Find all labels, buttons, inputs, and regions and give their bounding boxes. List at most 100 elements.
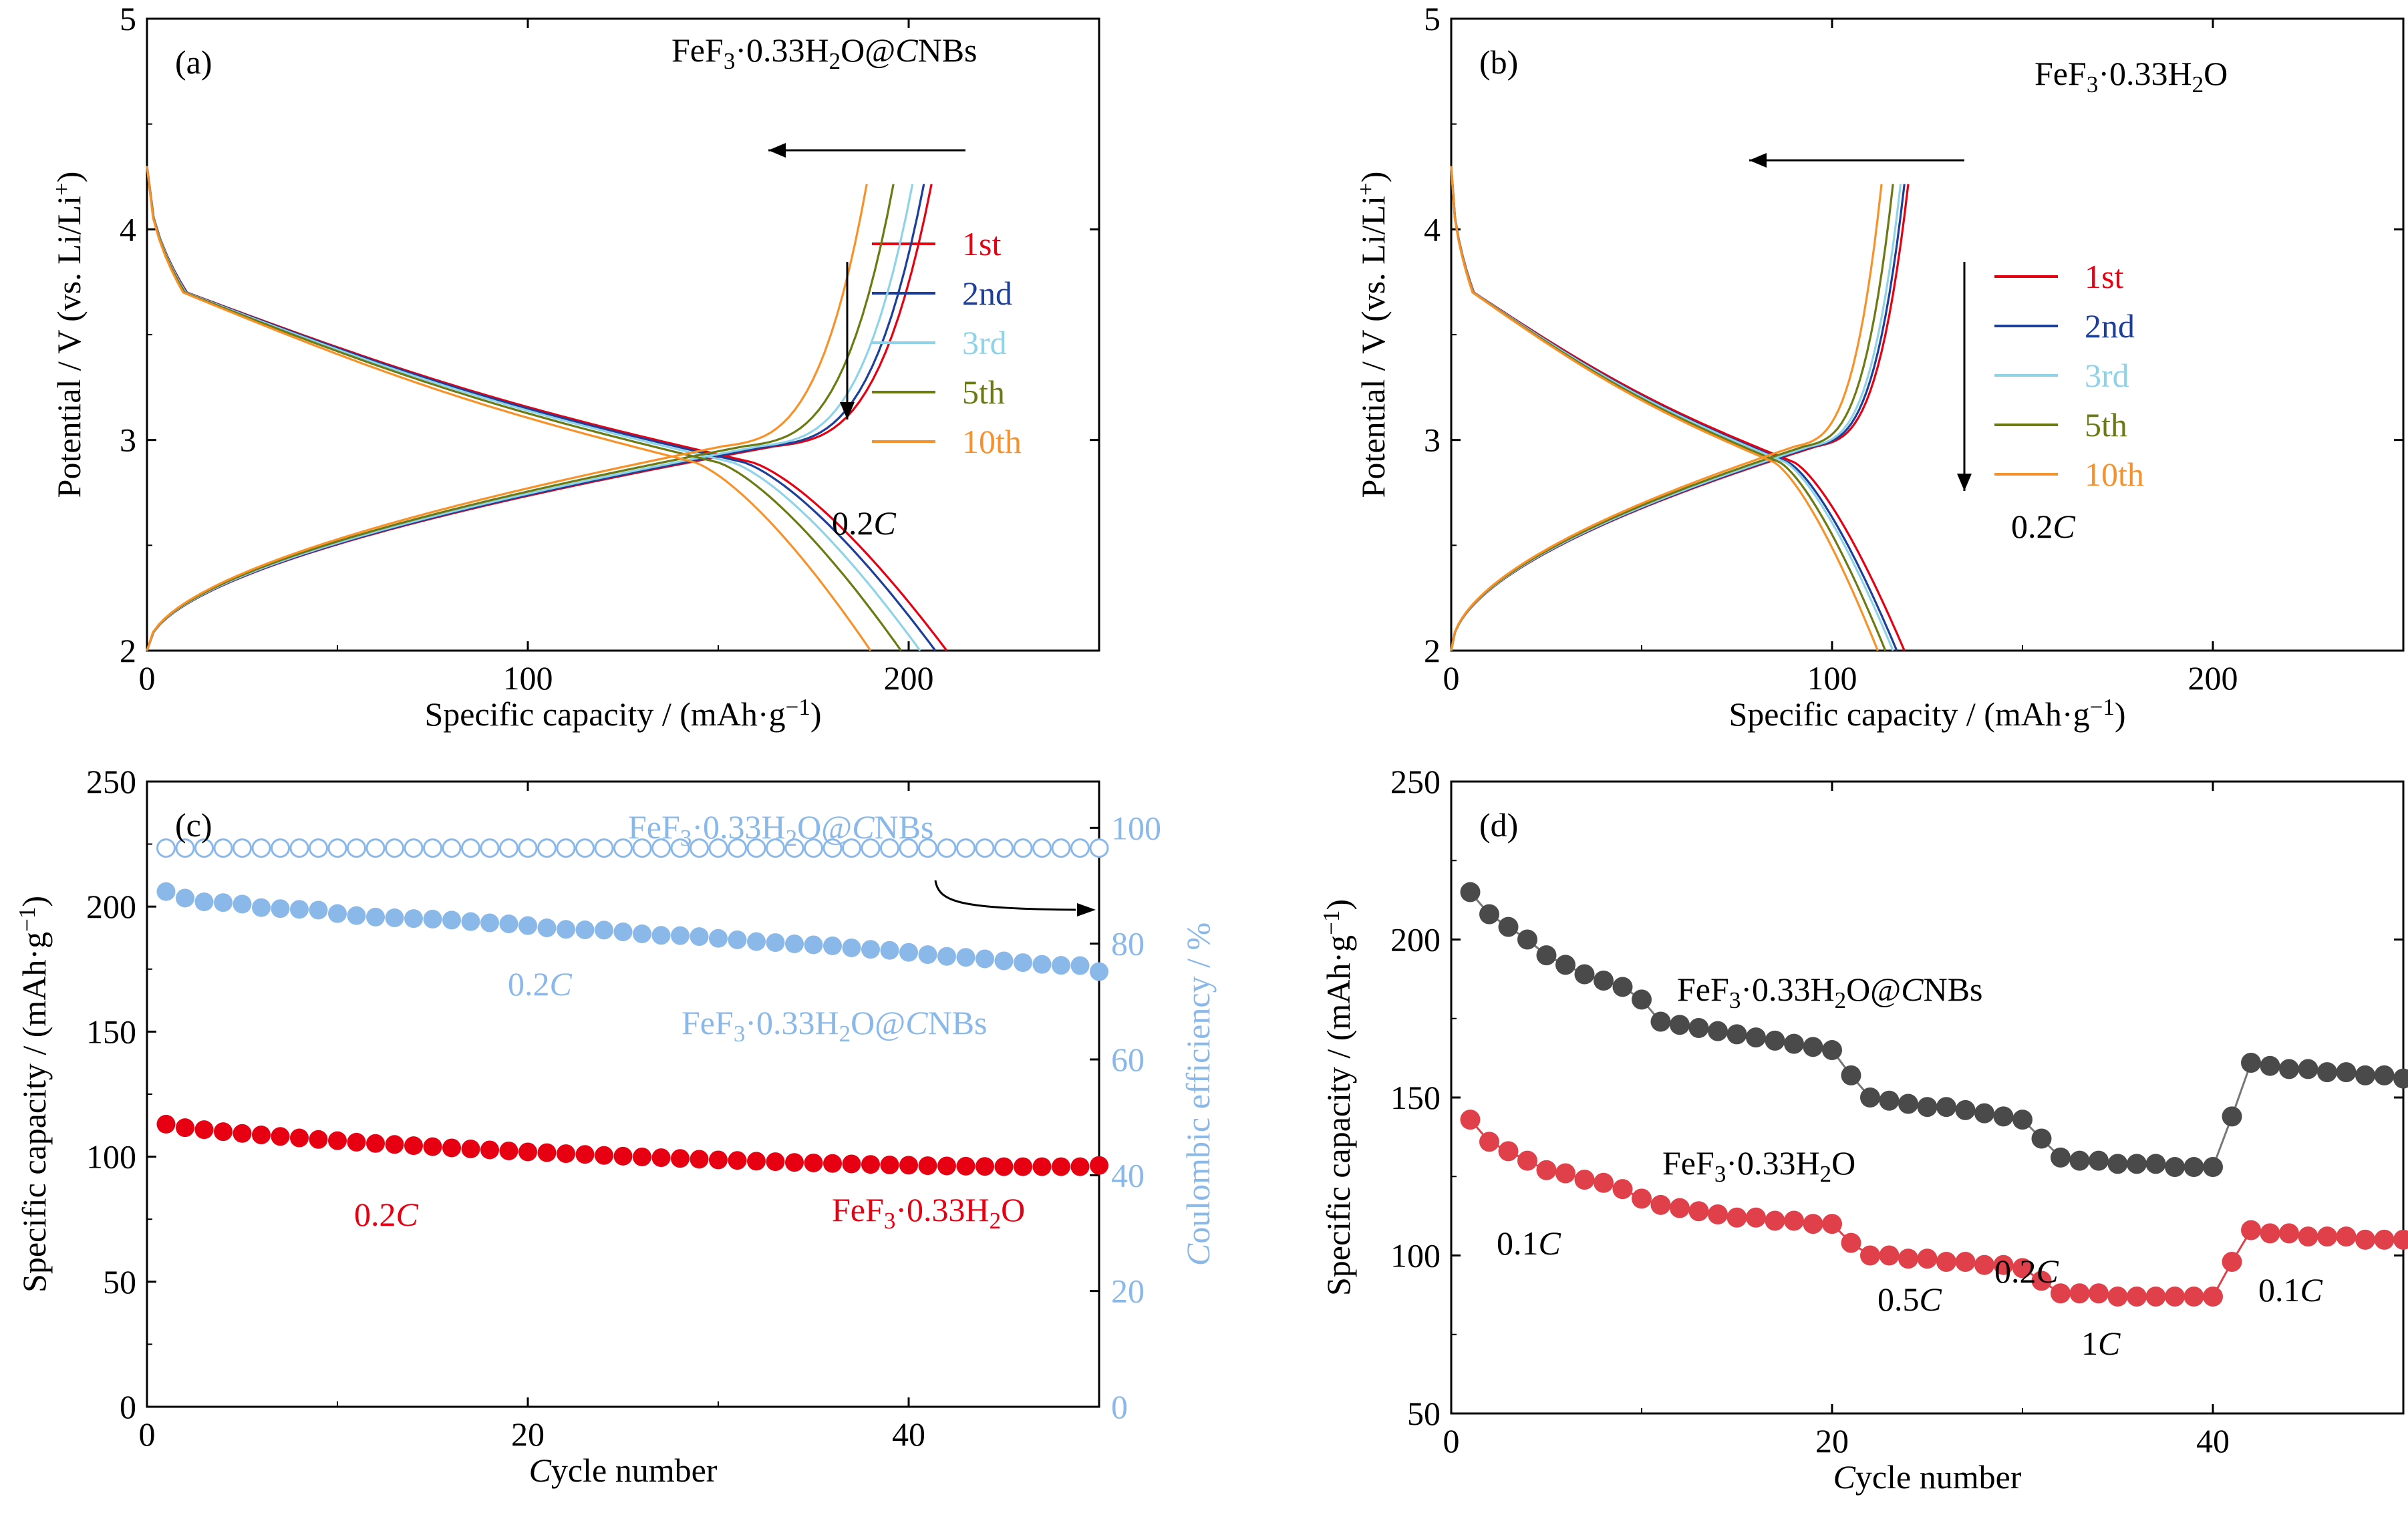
cnb-capacity-point [1860,1087,1880,1108]
ce-point [594,838,614,858]
pristine-capacity-point [575,1145,595,1164]
y-axis-label: Specific capacity / (mAh·g−1) [1318,899,1357,1296]
y2-tick-label: 0 [1111,1388,1128,1425]
pristine-capacity-point [1555,1163,1575,1184]
pristine-capacity-point [252,1126,271,1145]
cnb-capacity-point [1993,1106,2014,1127]
cnb-capacity-point [214,893,233,912]
pristine-capacity-point [1822,1214,1842,1234]
pristine-capacity-point [1955,1251,1976,1272]
ce-point [233,838,252,858]
pristine-capacity-point [2298,1226,2318,1247]
pristine-capacity-point [2089,1283,2109,1304]
pristine-capacity-point [1460,1110,1481,1130]
rate-label-1: 0.2C [1994,1252,2059,1290]
ce-point [822,838,843,858]
pristine-capacity-point [1517,1150,1537,1171]
cnb-capacity-point [1803,1037,1823,1057]
pristine-capacity-point [956,1156,975,1176]
pristine-capacity-point [2031,1271,2052,1291]
ce-point [956,838,975,858]
cnb-capacity-point [1612,977,1633,997]
y-tick-label: 2 [1424,632,1441,669]
y-tick-label: 3 [1424,421,1441,459]
ce-point [175,838,195,858]
x-axis-label: Cycle number [529,1452,718,1489]
x-axis-label: Cycle number [1833,1458,2022,1496]
cnb-capacity-point [366,907,385,926]
y2-tick-label: 20 [1111,1273,1145,1310]
panel-letter: (a) [175,43,212,81]
cnb-capacity-point [2012,1110,2033,1130]
ce-point [480,838,500,858]
annotation-cnb-label: FeF3·0.33H2O@CNBs [682,1004,988,1047]
y-tick-label: 5 [120,0,136,37]
discharge-curve-10th [146,166,872,651]
ce-point [708,838,728,858]
pristine-capacity-point [823,1154,842,1173]
cnb-capacity-point [747,932,766,951]
discharge-curve-10th [1450,166,1879,651]
pristine-capacity-point [613,1146,633,1166]
cnb-capacity-point [347,906,366,925]
x-tick-label: 40 [892,1415,925,1453]
ce-point [365,838,386,858]
cnb-capacity-point [2298,1059,2318,1079]
pristine-capacity-point [385,1135,404,1154]
cnb-capacity-point [1726,1024,1747,1045]
ce-point [1013,838,1033,858]
cnb-capacity-point [423,909,442,929]
pristine-capacity-point [1803,1214,1823,1234]
pristine-capacity-point [2145,1286,2166,1307]
pristine-capacity-point [2393,1229,2408,1250]
legend-label-3rd: 3rd [2085,357,2129,394]
annotation-rate-pristine: 0.2C [354,1196,419,1233]
cnb-capacity-point [1014,953,1032,973]
ce-point [842,838,861,858]
legend-label-5th: 5th [2085,406,2127,444]
cnb-capacity-point [309,900,328,920]
cnb-capacity-point [537,918,557,938]
cnb-capacity-point [271,899,290,918]
x-tick-label: 100 [1807,659,1857,697]
ce-point [651,838,671,858]
pristine-capacity-point [366,1134,385,1153]
legend-label-1st: 1st [2085,258,2123,295]
pristine-capacity-point [804,1153,823,1172]
pristine-capacity-point [1014,1157,1032,1176]
pristine-capacity-point [766,1152,785,1172]
pristine-capacity-point [1032,1157,1052,1176]
cnb-capacity-point [975,949,994,969]
discharge-curve-1st [146,166,948,651]
cnb-capacity-point [2355,1065,2375,1085]
cnb-capacity-point [1052,956,1070,975]
x-tick-label: 40 [2196,1422,2230,1460]
pristine-capacity-point [651,1148,671,1168]
y-axis-label: Potential / V (vs. Li/Li+) [1353,172,1392,498]
y-tick-label: 200 [86,888,136,925]
cnb-capacity-point [709,929,728,948]
ce-point [213,838,233,858]
cnb-capacity-point [156,882,176,901]
ce-point [728,838,747,858]
panel-title: FeF3·0.33H2O [2035,55,2228,98]
ce-axis-arrow-head [1077,903,1096,916]
panel-letter: (b) [1479,43,1518,81]
panel-a: 0 100 200 2 3 4 5 Specific capacity / (mAh·g−1)… [49,0,1100,733]
cnb-capacity-point [2031,1128,2052,1149]
cnb-capacity-point [2107,1154,2128,1174]
cnb-capacity-point [1822,1040,1842,1061]
panel-b: 0 100 200 2 3 4 5 Specific capacity / (mAh·g−1)… [1353,0,2405,733]
annotation-pristine-label: FeF3·0.33H2O [832,1191,1025,1234]
cycle-arrow-head [1957,474,1972,491]
pristine-capacity-point [842,1154,861,1174]
cnb-capacity-point [613,922,633,942]
ce-point [746,838,766,858]
ce-point [670,838,690,858]
ce-point [1070,838,1090,858]
cnb-capacity-point [1460,882,1481,902]
pristine-capacity-point [2222,1251,2242,1272]
pristine-capacity-point [328,1131,347,1150]
ce-point [975,838,995,858]
pristine-capacity-point [709,1150,728,1170]
